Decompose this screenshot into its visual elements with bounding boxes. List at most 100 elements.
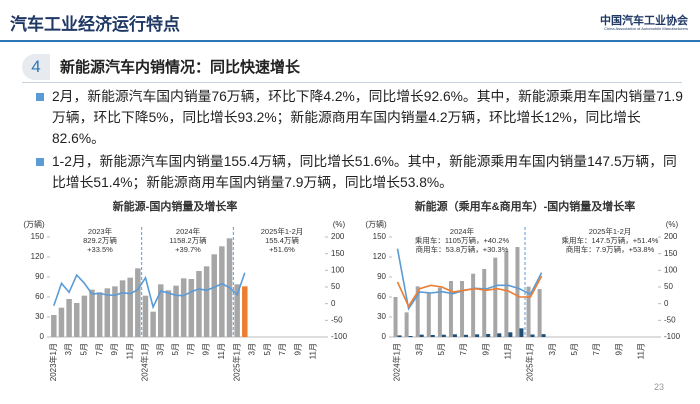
annotation: 2024年: [450, 226, 475, 236]
bar: [508, 332, 513, 337]
y-tick-label: 0: [382, 332, 387, 341]
bar: [135, 268, 141, 337]
y2-tick-label: 50: [331, 282, 340, 291]
bullet: 2月，新能源汽车国内销量76万辆，环比下降4.2%，同比增长92.6%。其中，新…: [34, 86, 684, 149]
bar: [393, 297, 398, 337]
x-tick-label: 11月: [217, 343, 226, 359]
x-tick-label: 2023年1月: [48, 343, 58, 381]
y-axis-label: (万辆): [23, 219, 45, 229]
y-tick-label: 150: [31, 232, 45, 241]
bar: [104, 288, 111, 337]
y-tick-label: 30: [35, 312, 44, 321]
bar: [460, 281, 465, 337]
bar: [66, 299, 72, 337]
y2-tick-label: -50: [664, 315, 676, 324]
x-tick-label: 7月: [592, 343, 601, 355]
bar: [530, 334, 535, 337]
x-tick-label: 3月: [156, 343, 165, 355]
x-tick-label: 3月: [548, 343, 557, 355]
bar: [219, 246, 225, 337]
y-tick-label: 150: [373, 232, 387, 241]
section-rule: [22, 82, 682, 83]
y-tick-label: 0: [40, 332, 45, 341]
y2-tick-label: -100: [664, 332, 681, 341]
section-number: 4: [22, 54, 50, 80]
bar: [464, 334, 469, 337]
x-tick-label: 11月: [125, 343, 134, 359]
annotation: +39.7%: [175, 245, 201, 254]
logo-english: China Association of Automobile Manufact…: [604, 26, 688, 31]
y2-tick-label: 150: [664, 249, 678, 258]
y-axis-label: (万辆): [365, 219, 387, 229]
y-tick-label: 90: [35, 272, 44, 281]
bar: [426, 292, 431, 337]
chart-title: 新能源-国内销量及增长率: [113, 199, 238, 213]
bar: [471, 273, 476, 337]
bar: [486, 334, 491, 337]
y2-tick-label: 100: [331, 265, 345, 274]
x-tick-label: 9月: [481, 343, 490, 355]
bar: [165, 290, 172, 337]
x-tick-label: 11月: [503, 343, 512, 359]
bar: [497, 333, 502, 337]
line: [53, 272, 246, 310]
x-tick-label: 3月: [64, 343, 73, 355]
bar: [519, 328, 524, 337]
bar: [452, 334, 457, 337]
header-rule: [0, 40, 700, 42]
page-number: 23: [653, 382, 664, 392]
annotation: 2023年: [88, 226, 113, 236]
bar: [430, 335, 435, 337]
x-tick-label: 7月: [278, 343, 287, 355]
x-tick-label: 3月: [415, 343, 424, 355]
y2-tick-label: -100: [331, 332, 348, 341]
bar: [482, 269, 487, 337]
y2-tick-label: 200: [331, 232, 345, 241]
logo-text: 中国汽车工业协会: [600, 15, 688, 27]
bar: [119, 280, 126, 337]
annotation: 829.2万辆: [83, 235, 117, 245]
y2-tick-label: 50: [664, 282, 673, 291]
x-tick-label: 2025年1月: [525, 343, 535, 381]
x-tick-label: 7月: [186, 343, 195, 355]
x-tick-label: 7月: [459, 343, 468, 355]
bar: [89, 289, 95, 337]
x-tick-label: 5月: [263, 343, 272, 355]
annotation: +33.5%: [87, 245, 113, 254]
y-tick-label: 60: [377, 292, 386, 301]
x-tick-label: 11月: [309, 343, 318, 359]
y2-tick-label: 0: [664, 299, 669, 308]
bar: [504, 251, 509, 337]
bar: [142, 295, 149, 337]
bar: [475, 334, 480, 337]
annotation: 商用车：53.8万辆，+30.3%: [416, 244, 509, 254]
y2-tick-label: 0: [331, 299, 336, 308]
y-tick-label: 120: [31, 252, 45, 261]
y-tick-label: 90: [377, 272, 386, 281]
bullet: 1-2月，新能源汽车国内销量155.4万辆，同比增长51.6%。其中，新能源乘用…: [34, 151, 684, 193]
bar: [150, 311, 156, 337]
y2-axis-label: (%): [666, 220, 679, 229]
bar: [112, 286, 118, 337]
bar: [408, 336, 413, 337]
chart-title: 新能源（乘用车&商用车）-国内销量及增长率: [415, 199, 636, 213]
bar: [404, 312, 409, 337]
bar: [493, 257, 498, 337]
annotation: 1158.2万辆: [169, 235, 207, 245]
bar: [441, 334, 446, 337]
y2-tick-label: 150: [331, 249, 345, 258]
bar: [58, 307, 65, 337]
bar: [188, 279, 195, 337]
annotation: 2024年: [176, 226, 201, 236]
x-tick-label: 11月: [636, 343, 645, 359]
bar: [203, 266, 210, 337]
section-heading: 新能源汽车内销情况：同比快速增长: [60, 59, 301, 76]
x-tick-label: 9月: [293, 343, 302, 355]
bar: [541, 334, 546, 337]
bar: [234, 284, 240, 337]
bar: [51, 315, 57, 337]
bar: [526, 286, 531, 337]
bar: [448, 281, 453, 337]
annotation: 2025年1-2月: [589, 226, 632, 236]
